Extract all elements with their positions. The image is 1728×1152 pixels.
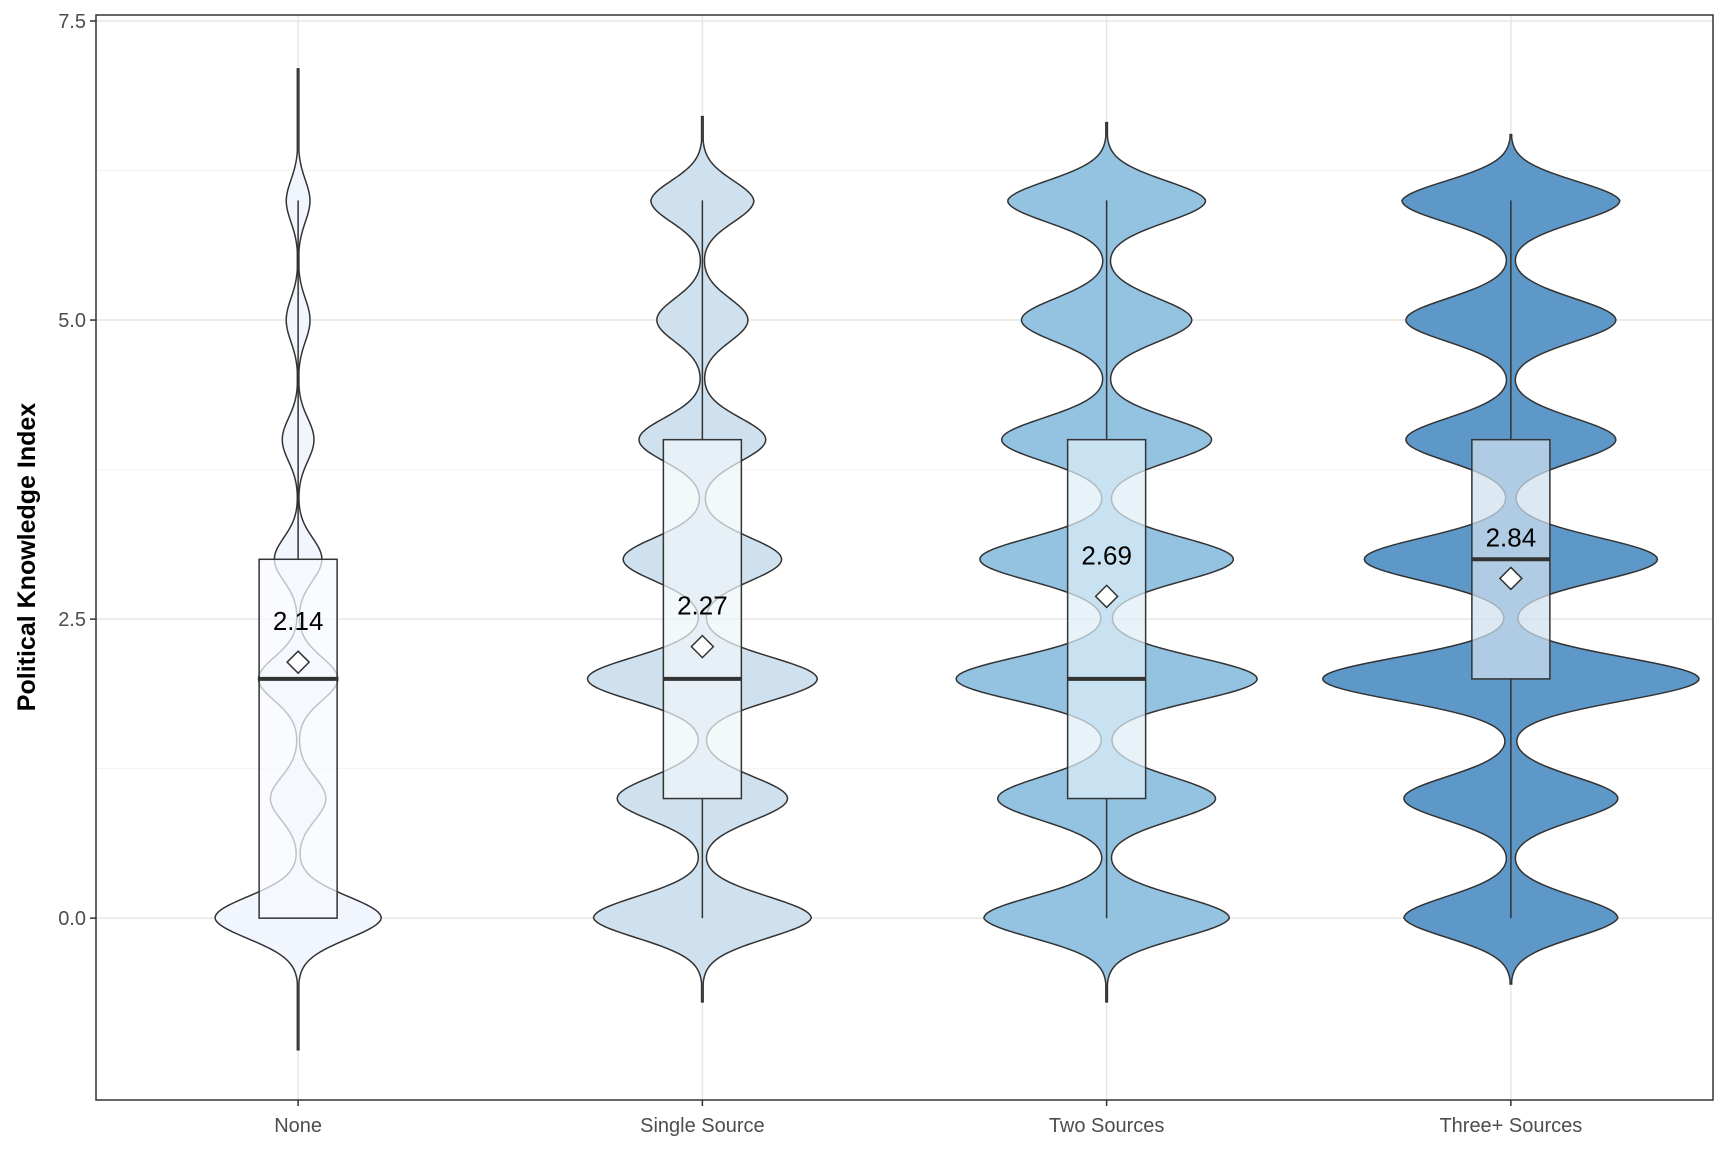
box-plots: [258, 200, 1551, 919]
mean-diamond: [690, 634, 715, 659]
mean-label: 2.14: [273, 606, 324, 636]
mean-diamond: [1094, 584, 1119, 609]
y-tick-label: 2.5: [58, 609, 86, 631]
y-tick-label: 0.0: [58, 908, 86, 930]
mean-markers: 2.14 2.27 2.69 2.84: [273, 522, 1537, 675]
x-tick-label: Three+ Sources: [1439, 1115, 1582, 1137]
box: [662, 438, 743, 800]
mean-label: 2.27: [677, 591, 728, 621]
axes: 0.0 2.5 5.0 7.5 None Single Source Two Sources…: [58, 11, 1582, 1137]
y-tick-label: 5.0: [58, 310, 86, 332]
y-axis-title: Political Knowledge Index: [13, 403, 41, 711]
mean-label: 2.69: [1081, 540, 1132, 570]
y-tick-label: 7.5: [58, 11, 86, 33]
box: [1066, 438, 1147, 800]
plot-panel-border: [95, 14, 1714, 1101]
x-tick-label: Single Source: [640, 1115, 765, 1137]
mean-diamond: [1498, 566, 1523, 591]
box: [258, 558, 338, 919]
x-tick-label: Two Sources: [1049, 1115, 1165, 1137]
x-tick-label: None: [274, 1115, 322, 1137]
mean-diamond: [286, 650, 311, 675]
mean-label: 2.84: [1486, 522, 1537, 552]
